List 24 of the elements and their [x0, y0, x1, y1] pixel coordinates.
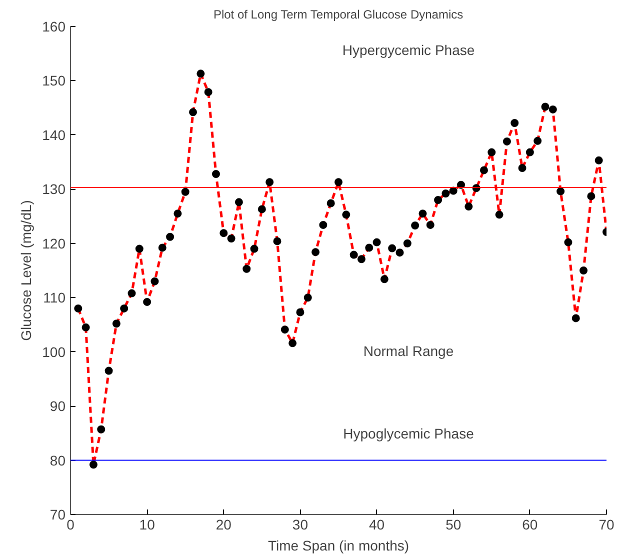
x-tick-label: 0 [66, 516, 75, 532]
y-tick-label: 110 [43, 290, 66, 306]
y-tick-label: 140 [42, 126, 66, 143]
y-tick-label: 130 [42, 181, 66, 198]
annotation: Hypoglycemic Phase [343, 425, 474, 442]
annotation: Normal Range [363, 342, 454, 359]
x-tick-label: 70 [598, 516, 614, 532]
y-tick-label: 90 [50, 398, 66, 414]
x-tick-label: 60 [522, 516, 538, 532]
y-tick-label: 120 [42, 235, 66, 252]
x-tick-label: 30 [292, 516, 308, 532]
x-tick-label: 10 [139, 516, 156, 532]
y-tick-label: 100 [42, 344, 66, 360]
x-tick-label: 20 [216, 516, 232, 532]
x-axis-title: Time Span (in months) [268, 538, 410, 554]
y-tick-label: 160 [42, 18, 66, 34]
y-tick-label: 80 [50, 452, 66, 468]
y-tick-label: 70 [50, 506, 66, 522]
x-tick-label: 40 [369, 516, 385, 532]
x-tick-label: 50 [446, 516, 462, 532]
annotation: Hypergycemic Phase [342, 42, 475, 58]
chart-title: Plot of Long Term Temporal Glucose Dynamics [213, 8, 464, 22]
y-tick-label: 150 [42, 72, 66, 89]
y-axis-title: Glucose Level (mg/dL) [18, 200, 34, 341]
